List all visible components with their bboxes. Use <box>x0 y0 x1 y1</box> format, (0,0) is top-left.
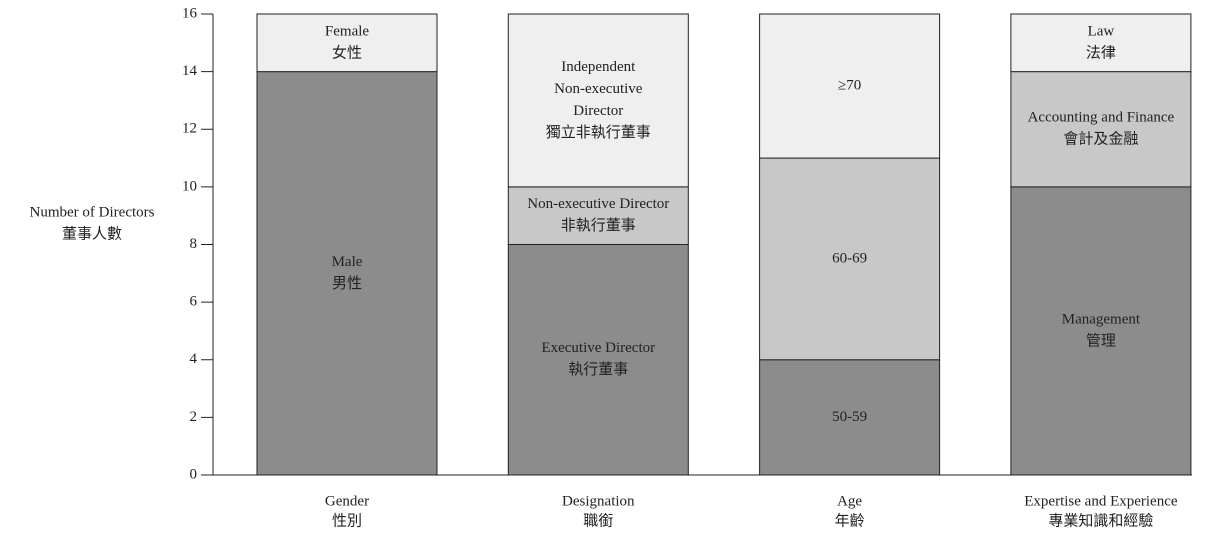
segment-label: Male <box>332 254 363 270</box>
segment-label: 管理 <box>1086 332 1116 349</box>
x-tick-label: Gender <box>325 493 369 509</box>
bar-segment <box>1010 186 1192 476</box>
segment-label: Management <box>1062 311 1141 327</box>
bar-segment <box>1010 71 1192 188</box>
x-tick-label: Age <box>837 493 862 509</box>
segment-label: Law <box>1088 23 1115 39</box>
x-tick-label: 職銜 <box>583 512 613 529</box>
x-tick-label: 性別 <box>332 512 362 529</box>
x-tick-label: 專業知識和經驗 <box>1048 512 1153 529</box>
y-tick-label: 2 <box>190 409 198 425</box>
y-tick-label: 8 <box>190 236 198 252</box>
bar-segment <box>256 13 438 73</box>
segment-label: 法律 <box>1086 44 1116 61</box>
y-axis-label: Number of Directors <box>30 204 155 220</box>
y-axis-label: 董事人數 <box>62 225 122 242</box>
segment-label: 男性 <box>332 275 362 292</box>
x-tick-label: Designation <box>562 493 635 509</box>
y-tick-label: 4 <box>190 351 198 367</box>
segment-label: 會計及金融 <box>1063 131 1138 148</box>
y-tick-label: 16 <box>182 5 198 21</box>
segment-label: 獨立非執行董事 <box>546 124 651 141</box>
segment-label: ≥70 <box>838 77 861 93</box>
segment-label: 執行董事 <box>568 361 628 378</box>
bar-segment <box>507 13 689 188</box>
segment-label: Non-executive Director <box>527 196 669 212</box>
x-tick-label: 年齡 <box>835 512 865 529</box>
bar-segment <box>1010 13 1192 73</box>
bar-segment <box>507 186 689 245</box>
bar-segment <box>256 71 438 476</box>
segment-label: 60-69 <box>832 250 867 266</box>
segment-label: Independent <box>561 59 636 75</box>
segment-label: Director <box>573 103 623 119</box>
bar-segment <box>759 157 941 361</box>
bar-segment <box>507 244 689 476</box>
segment-label: Female <box>325 23 369 39</box>
segment-label: Non-executive <box>554 81 643 97</box>
y-tick-label: 12 <box>182 121 197 137</box>
segment-label: 50-59 <box>832 409 867 425</box>
y-tick-label: 6 <box>190 294 198 310</box>
segment-label: Accounting and Finance <box>1028 110 1175 126</box>
bar-segment <box>759 13 941 159</box>
segment-label: Executive Director <box>541 340 655 356</box>
x-tick-label: Expertise and Experience <box>1024 493 1178 509</box>
bar-segment <box>759 359 941 476</box>
y-tick-label: 10 <box>182 178 197 194</box>
segment-label: 非執行董事 <box>561 217 636 234</box>
y-tick-label: 0 <box>190 466 198 482</box>
y-tick-label: 14 <box>182 63 198 79</box>
segment-label: 女性 <box>332 43 362 61</box>
